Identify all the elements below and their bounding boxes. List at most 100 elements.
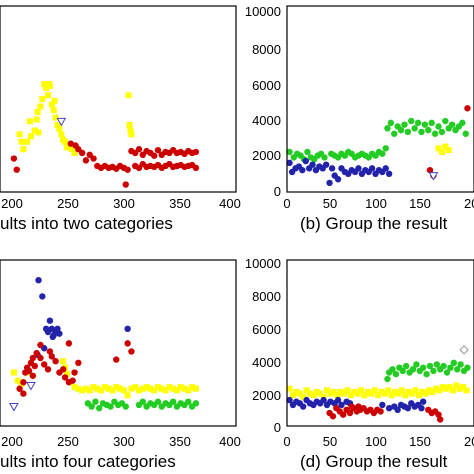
panel-d-point xyxy=(341,390,348,397)
panel-a-point xyxy=(135,146,143,153)
panel-d-point xyxy=(320,396,327,404)
panel-c-point xyxy=(49,333,56,341)
panel-c-point xyxy=(151,387,158,394)
panel-d-ytick: 2000 xyxy=(252,388,281,403)
panel-d-point xyxy=(454,366,461,373)
panel-d-ytick: 10000 xyxy=(245,256,281,271)
panel-a-xticks: 200 250 300 350 400 xyxy=(1,196,241,211)
panel-b-point xyxy=(309,161,316,168)
panel-b-point xyxy=(368,165,376,172)
panel-c-point xyxy=(69,377,76,384)
panel-b-yticks: 0 2000 4000 6000 8000 10000 xyxy=(245,4,281,199)
panel-a-point xyxy=(16,131,23,138)
panel-d-frame xyxy=(286,259,474,427)
panel-d-point xyxy=(402,362,410,370)
panel-b-point xyxy=(411,125,418,132)
panel-d-point xyxy=(464,364,471,371)
panel-d-point xyxy=(354,390,361,397)
panel-d-point xyxy=(418,404,425,412)
panel-d-plot xyxy=(286,345,471,423)
panel-d-point xyxy=(377,408,384,415)
panel-c-point xyxy=(181,385,188,392)
panel-b-point xyxy=(438,128,446,136)
panel-c-point xyxy=(60,358,67,365)
panel-a: 200 250 300 350 400 ults into two catego… xyxy=(0,5,241,233)
panel-d-point xyxy=(371,387,378,394)
panel-c-point xyxy=(122,403,129,410)
panel-b-point xyxy=(435,123,442,130)
panel-b-point xyxy=(401,121,408,128)
panel-a-xtick: 200 xyxy=(1,196,23,211)
panel-c-point xyxy=(88,403,95,410)
panel-d-point xyxy=(313,388,320,395)
panel-c-point xyxy=(158,385,165,392)
panel-d-point xyxy=(296,390,303,397)
panel-b-xtick: 0 xyxy=(283,196,290,211)
panel-c-point xyxy=(185,387,192,394)
panel-a-point xyxy=(125,92,132,99)
panel-d-point xyxy=(395,390,402,397)
panel-b-point xyxy=(435,145,442,152)
panel-d-point xyxy=(344,387,351,394)
panel-a-point xyxy=(43,84,50,91)
panel-c-point xyxy=(192,385,199,392)
panel-c-point xyxy=(92,398,99,405)
panel-b-point xyxy=(379,150,386,157)
panel-d-point xyxy=(426,362,434,370)
panel-c-xtick: 350 xyxy=(169,434,191,449)
panel-b-point xyxy=(397,126,405,134)
panel-d-point xyxy=(426,387,433,394)
panel-a-point xyxy=(78,149,86,157)
panel-a-point xyxy=(13,166,20,173)
panel-d-point xyxy=(327,390,334,397)
panel-d-point xyxy=(432,385,439,392)
panel-b-xtick: 50 xyxy=(323,196,337,211)
panel-d-point xyxy=(392,370,400,378)
panel-a-point xyxy=(56,125,63,132)
panel-c-point xyxy=(170,385,177,392)
panel-c-point xyxy=(29,354,37,362)
panel-d-xtick: 50 xyxy=(323,434,337,449)
panel-d-point xyxy=(439,384,446,391)
panel-a-point xyxy=(128,131,135,138)
panel-c-point xyxy=(37,341,44,349)
panel-c-point xyxy=(59,366,67,373)
panel-a-point xyxy=(50,107,57,114)
panel-d-point xyxy=(339,411,347,418)
panel-c-point xyxy=(48,353,56,360)
panel-d-point xyxy=(443,369,451,376)
panel-d-point xyxy=(381,390,388,397)
panel-d-point xyxy=(419,388,426,395)
panel-d-point xyxy=(389,366,396,373)
panel-d-point xyxy=(459,345,469,355)
panel-c-point xyxy=(139,398,146,405)
panel-c-point xyxy=(46,317,54,324)
panel-c-point xyxy=(113,356,120,363)
panel-d-point xyxy=(320,393,327,400)
panel-a-point xyxy=(72,142,79,149)
panel-c-point xyxy=(177,384,184,391)
panel-d-point xyxy=(358,387,365,394)
panel-d-point xyxy=(300,393,307,400)
panel-b: 0 2000 4000 6000 8000 10000 0 50 100 150… xyxy=(245,4,474,233)
panel-a-point xyxy=(154,146,162,154)
panel-a-point xyxy=(68,146,75,153)
panel-a-point xyxy=(127,127,134,134)
panel-c-point xyxy=(61,374,69,381)
panel-c-point xyxy=(23,364,31,371)
panel-b-ytick: 4000 xyxy=(252,113,281,128)
panel-b-point xyxy=(459,119,466,127)
panel-c-point xyxy=(65,340,73,347)
panel-c-point xyxy=(154,384,161,391)
panel-d-point xyxy=(412,387,419,394)
panel-d-point xyxy=(324,387,331,394)
panel-a-point xyxy=(126,122,133,129)
panel-d-point xyxy=(423,370,430,378)
panel-d-point xyxy=(453,382,460,389)
panel-d-point xyxy=(379,401,386,409)
panel-d-point xyxy=(384,375,391,383)
panel-d-point xyxy=(405,388,412,395)
panel-d-point xyxy=(317,390,324,397)
panel-b-point xyxy=(428,119,435,127)
panel-c-point xyxy=(94,385,101,392)
